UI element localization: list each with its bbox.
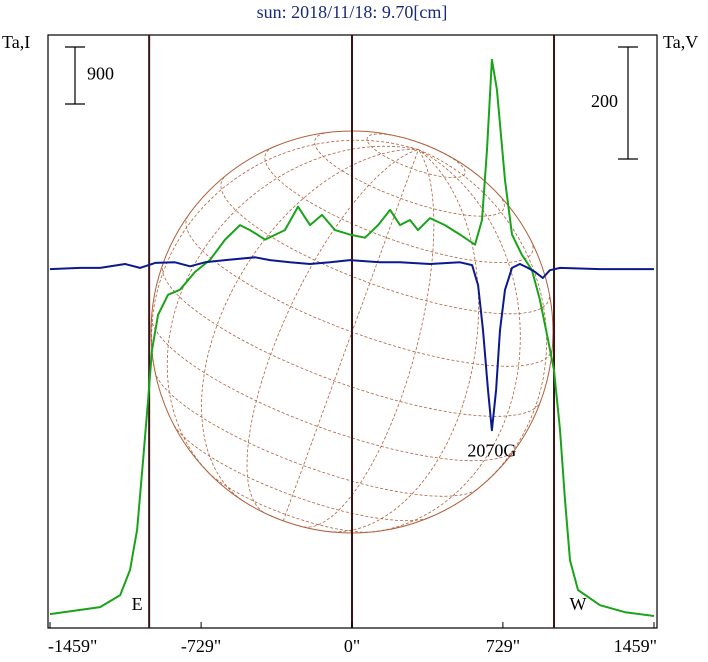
limb-label: W xyxy=(570,594,587,614)
grid-curve xyxy=(418,149,548,490)
x-tick-label: -729" xyxy=(181,636,221,656)
grid-curve xyxy=(220,176,550,315)
grid-curve xyxy=(282,149,419,521)
grid-curve xyxy=(154,370,479,497)
x-tick-label: 0" xyxy=(344,636,360,656)
annotation: 2070G xyxy=(467,440,516,460)
y-axis-label: Ta,I xyxy=(2,32,30,52)
grid-curve xyxy=(185,215,553,367)
grid-curve xyxy=(166,145,419,473)
grid-curve xyxy=(328,149,480,533)
grid-curve xyxy=(303,149,435,528)
series-line xyxy=(49,58,655,617)
grid-curve xyxy=(264,146,534,263)
y2-axis-label: Ta,V xyxy=(663,32,698,52)
grid-curve xyxy=(161,263,542,417)
grid-curve xyxy=(246,149,419,513)
grid-curve xyxy=(366,133,466,178)
grid-curve xyxy=(314,131,505,217)
scale-bar xyxy=(618,46,638,160)
scale-bar-label: 900 xyxy=(87,64,114,84)
grid-curve xyxy=(151,139,419,372)
scale-bar-label: 200 xyxy=(591,91,618,111)
x-tick-label: 1459" xyxy=(614,636,657,656)
solar-disk xyxy=(150,130,554,534)
chart-title: sun: 2018/11/18: 9.70[cm] xyxy=(257,2,448,22)
grid-curve xyxy=(151,318,515,462)
scale-bar xyxy=(65,46,85,105)
grid-curve xyxy=(173,425,429,522)
series-line xyxy=(49,256,654,432)
x-tick-label: 729" xyxy=(486,636,520,656)
x-tick-label: -1459" xyxy=(48,636,97,656)
limb-label: E xyxy=(132,594,143,614)
grid-curve xyxy=(371,149,521,533)
